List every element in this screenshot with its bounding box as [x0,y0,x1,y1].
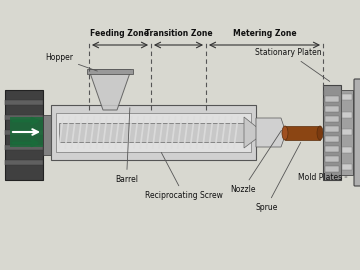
Text: Metering Zone: Metering Zone [233,29,296,38]
Polygon shape [89,70,131,110]
Bar [325,156,339,162]
Bar [342,112,352,117]
Bar [325,106,339,112]
Bar [325,96,339,102]
Bar [43,115,51,155]
Text: Transition Zone: Transition Zone [145,29,212,38]
Text: Movable Platen: Movable Platen [0,269,1,270]
Bar [325,116,339,122]
Text: Hopper: Hopper [45,53,98,71]
Polygon shape [244,117,264,148]
Bar [5,90,43,180]
Text: Feeding Zone: Feeding Zone [90,29,149,38]
Bar [10,117,43,147]
Text: Mold Plates: Mold Plates [298,173,347,182]
Bar [342,147,352,153]
Bar [342,94,352,100]
Ellipse shape [282,126,288,140]
Bar [325,166,339,172]
Text: Stationary Platen: Stationary Platen [255,48,330,82]
Bar [5,100,43,105]
Bar [285,126,320,140]
Bar [325,126,339,132]
Bar [5,115,43,120]
Bar [5,130,43,135]
Bar [325,136,339,142]
FancyBboxPatch shape [354,79,360,186]
Bar [56,113,251,152]
Text: Sprue: Sprue [255,143,301,212]
Bar [342,129,352,135]
Bar [323,85,341,180]
Bar [87,69,133,74]
Text: Nozzle: Nozzle [230,130,282,194]
Bar [325,146,339,152]
Polygon shape [256,118,286,147]
Bar [5,160,43,165]
Bar [59,123,244,142]
Text: Reciprocating Screw: Reciprocating Screw [145,153,223,200]
Bar [342,164,352,170]
Text: Barrel: Barrel [115,108,138,184]
Bar [51,105,256,160]
Bar [5,145,43,150]
Bar [341,90,353,175]
Ellipse shape [317,126,323,140]
